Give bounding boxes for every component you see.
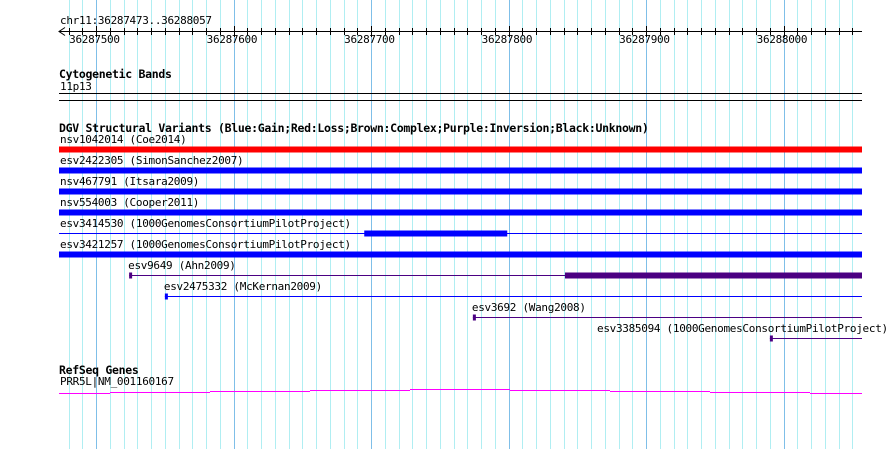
variant-label[interactable]: esv2475332 (McKernan2009) (163, 280, 322, 293)
variant-label[interactable]: nsv467791 (Itsara2009) (60, 175, 200, 188)
variant-label[interactable]: esv9649 (Ahn2009) (128, 259, 236, 272)
variant-bar (59, 146, 862, 153)
variant-start-marker (472, 314, 476, 321)
ruler-tick-label: 36288000 (756, 33, 808, 46)
ruler-location: chr11:36287473..36288057 (60, 14, 212, 27)
variant-label[interactable]: esv3692 (Wang2008) (471, 301, 586, 314)
dgv-title[interactable]: DGV Structural Variants (Blue:Gain;Red:L… (59, 121, 649, 135)
variant-thick-segment (364, 230, 508, 237)
variant-start-marker (769, 335, 773, 342)
variant-label[interactable]: esv3414530 (1000GenomesConsortiumPilotPr… (60, 217, 351, 230)
variant-bar (59, 167, 862, 174)
ruler-tick-label: 36287700 (344, 33, 395, 46)
cytobands-title[interactable]: Cytogenetic Bands (59, 67, 172, 81)
variant-bar (59, 251, 862, 258)
ruler-tick-label: 36287500 (69, 33, 120, 46)
variant-label[interactable]: esv2422305 (SimonSanchez2007) (60, 154, 244, 167)
ruler-tick-label: 36287900 (619, 33, 670, 46)
variant-label[interactable]: nsv554003 (Cooper2011) (60, 196, 200, 209)
variant-label[interactable]: esv3385094 (1000GenomesConsortiumPilotPr… (597, 322, 888, 335)
refseq-gene-label[interactable]: PRR5L|NM_001160167 (60, 375, 174, 388)
ruler-tick-label: 36287600 (206, 33, 258, 46)
variant-label[interactable]: esv3421257 (1000GenomesConsortiumPilotPr… (60, 238, 351, 251)
refseq-title[interactable]: RefSeq Genes (59, 363, 139, 377)
ruler-tick-label: 36287800 (481, 33, 533, 46)
variant-thick-segment (565, 272, 862, 279)
ruler-arrow-left-icon (58, 27, 66, 36)
variant-bar (59, 188, 862, 195)
variant-start-marker (164, 293, 168, 300)
variant-start-marker (129, 272, 133, 279)
variant-label[interactable]: nsv1042014 (Coe2014) (60, 133, 187, 146)
variant-bar (59, 209, 862, 216)
cytoband-label: 11p13 (60, 80, 92, 93)
